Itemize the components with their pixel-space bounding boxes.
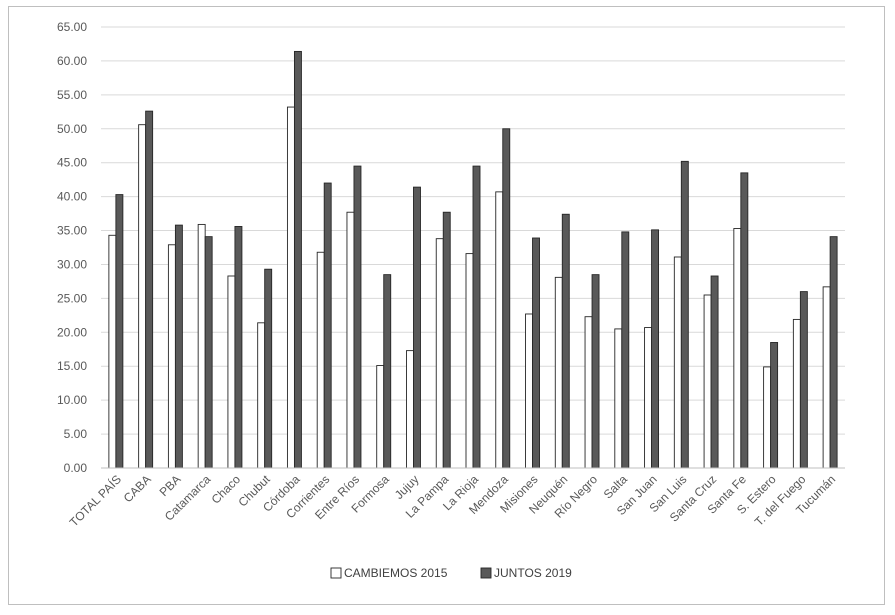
bar-chart: 0.00 5.00 10.00 15.00 20.00 25.00 30.00 35.00 40… (57, 20, 845, 580)
bar-cambiemos-2015 (167, 244, 176, 469)
legend-label: CAMBIEMOS 2015 (344, 566, 448, 580)
bar-juntos-2019 (710, 275, 719, 469)
bar-cambiemos-2015 (673, 256, 682, 469)
legend-swatch (480, 567, 492, 579)
bar-juntos-2019 (651, 229, 660, 469)
legend-swatch (330, 567, 342, 579)
chart-frame: 0.00 5.00 10.00 15.00 20.00 25.00 30.00 35.00 40… (8, 6, 885, 605)
bar-juntos-2019 (591, 274, 600, 469)
bar-cambiemos-2015 (644, 327, 653, 469)
bar-cambiemos-2015 (822, 286, 831, 469)
bar-cambiemos-2015 (703, 294, 712, 469)
bar-cambiemos-2015 (346, 211, 355, 469)
y-tick-label: 10.00 (57, 393, 87, 407)
y-tick-label: 45.00 (57, 156, 87, 170)
bar-cambiemos-2015 (435, 238, 444, 469)
bar-juntos-2019 (115, 194, 124, 469)
category-label: TOTAL PAÍS (66, 472, 124, 530)
y-tick-label: 30.00 (57, 257, 87, 271)
bar-cambiemos-2015 (763, 366, 772, 469)
bar-juntos-2019 (264, 268, 273, 469)
bars (108, 50, 838, 469)
bar-juntos-2019 (472, 165, 481, 469)
bar-juntos-2019 (383, 274, 392, 469)
y-tick-label: 55.00 (57, 88, 87, 102)
y-tick-label: 35.00 (57, 224, 87, 238)
bar-juntos-2019 (442, 211, 451, 469)
y-tick-label: 5.00 (64, 427, 88, 441)
y-tick-label: 60.00 (57, 54, 87, 68)
category-label: CABA (121, 472, 154, 505)
bar-juntos-2019 (561, 213, 570, 469)
bar-cambiemos-2015 (554, 276, 563, 469)
bar-cambiemos-2015 (792, 318, 801, 469)
bar-juntos-2019 (353, 165, 362, 469)
bar-juntos-2019 (502, 128, 511, 469)
y-tick-label: 25.00 (57, 291, 87, 305)
bar-cambiemos-2015 (316, 251, 325, 469)
y-tick-label: 15.00 (57, 359, 87, 373)
y-tick-label: 20.00 (57, 325, 87, 339)
bar-juntos-2019 (532, 237, 540, 469)
bar-juntos-2019 (680, 160, 689, 469)
bar-juntos-2019 (829, 236, 838, 469)
bar-cambiemos-2015 (286, 106, 295, 469)
bar-juntos-2019 (174, 224, 183, 469)
legend-label: JUNTOS 2019 (494, 566, 572, 580)
bar-cambiemos-2015 (197, 223, 206, 469)
bar-juntos-2019 (145, 110, 154, 469)
bar-cambiemos-2015 (465, 253, 474, 469)
bar-juntos-2019 (621, 231, 630, 469)
bar-cambiemos-2015 (257, 322, 266, 469)
bar-cambiemos-2015 (376, 365, 385, 469)
bar-cambiemos-2015 (406, 350, 414, 469)
y-tick-label: 0.00 (64, 461, 88, 475)
bar-juntos-2019 (323, 182, 332, 469)
bar-cambiemos-2015 (138, 124, 147, 469)
bar-juntos-2019 (799, 291, 808, 469)
bar-cambiemos-2015 (614, 328, 623, 469)
bar-cambiemos-2015 (584, 316, 593, 469)
bar-cambiemos-2015 (227, 275, 236, 469)
bar-juntos-2019 (234, 226, 243, 469)
y-tick-label: 40.00 (57, 190, 87, 204)
bar-juntos-2019 (413, 186, 421, 469)
bar-juntos-2019 (770, 342, 779, 469)
y-tick-label: 50.00 (57, 122, 87, 136)
bar-cambiemos-2015 (733, 228, 742, 469)
bar-cambiemos-2015 (495, 191, 504, 469)
bar-juntos-2019 (293, 50, 302, 469)
legend: CAMBIEMOS 2015 JUNTOS 2019 (330, 566, 572, 580)
bar-cambiemos-2015 (525, 313, 533, 469)
bar-cambiemos-2015 (108, 234, 117, 469)
y-axis-tick-labels: 0.00 5.00 10.00 15.00 20.00 25.00 30.00 35.00 40… (57, 20, 87, 475)
bar-juntos-2019 (740, 172, 749, 469)
y-tick-label: 65.00 (57, 20, 87, 34)
bar-juntos-2019 (204, 236, 213, 469)
